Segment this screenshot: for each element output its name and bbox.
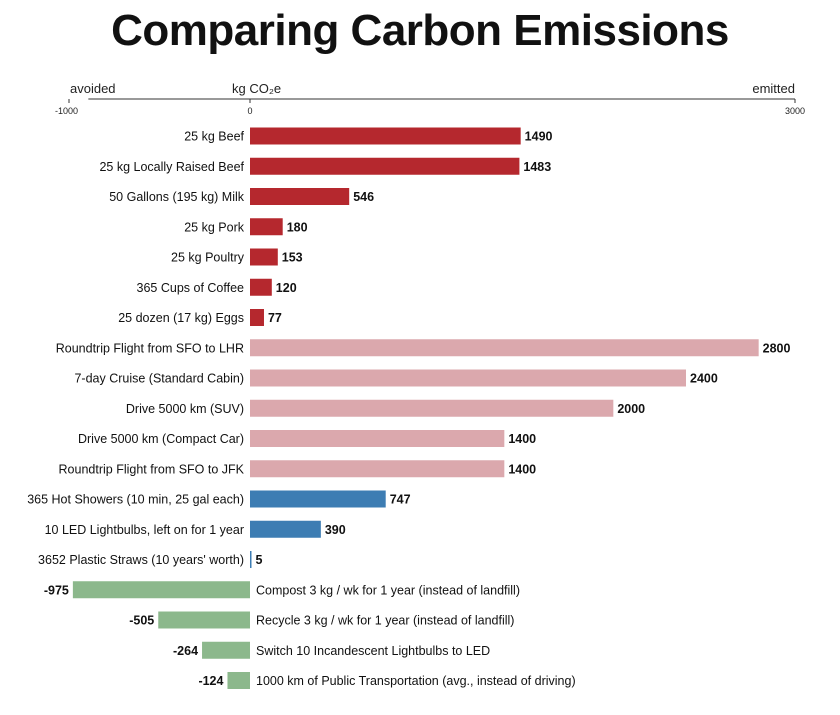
category-label: 7-day Cruise (Standard Cabin) [74, 372, 244, 386]
value-label: 2000 [617, 402, 645, 416]
category-label: Recycle 3 kg / wk for 1 year (instead of… [256, 614, 514, 628]
category-labels: 25 kg Beef 25 kg Locally Raised Beef 50 Ga… [27, 130, 575, 689]
bar [250, 460, 505, 478]
category-label: Roundtrip Flight from SFO to LHR [56, 341, 244, 355]
bar [250, 430, 505, 447]
value-label: 153 [282, 251, 303, 265]
value-label: 180 [287, 220, 308, 234]
value-label: 747 [390, 493, 411, 507]
chart-title: Comparing Carbon Emissions [111, 6, 729, 55]
category-label: Drive 5000 km (SUV) [126, 402, 244, 416]
bar [250, 248, 278, 266]
avoided-label: avoided [70, 81, 116, 96]
bar [158, 611, 250, 629]
category-label: 25 kg Locally Raised Beef [99, 160, 244, 174]
value-label: 77 [268, 311, 282, 325]
x-tick-label: -1000 [55, 106, 78, 116]
value-label: 1400 [508, 432, 536, 446]
value-label: 5 [256, 553, 263, 567]
bar [250, 399, 614, 417]
value-labels: 1490 1483 546 180 153 120 77 2800 2400 2000 1400 14… [44, 130, 791, 689]
value-label: 120 [276, 281, 297, 295]
value-label: 546 [353, 190, 374, 204]
bar [250, 551, 252, 568]
value-label: 1400 [508, 462, 536, 476]
x-axis: avoided kg CO₂e emitted [70, 81, 795, 100]
category-label: 1000 km of Public Transportation (avg., … [256, 674, 576, 688]
value-label: 2400 [690, 372, 718, 386]
emitted-label: emitted [752, 81, 795, 96]
bar [250, 490, 386, 508]
value-label: 1483 [523, 160, 551, 174]
bar [250, 188, 350, 205]
bar [72, 581, 250, 599]
bar [250, 309, 264, 326]
bar [250, 157, 520, 175]
value-label: -264 [173, 644, 198, 658]
category-label: 365 Hot Showers (10 min, 25 gal each) [27, 493, 244, 507]
category-label: Switch 10 Incandescent Lightbulbs to LED [256, 644, 490, 658]
category-label: 50 Gallons (195 kg) Milk [109, 190, 245, 204]
x-axis-ticks: -1000 0 3000 [55, 99, 805, 116]
category-label: 25 kg Beef [184, 130, 244, 144]
bar [250, 339, 759, 357]
category-label: 25 dozen (17 kg) Eggs [118, 311, 244, 325]
bar [250, 369, 686, 387]
category-label: Drive 5000 km (Compact Car) [78, 432, 244, 446]
category-label: Roundtrip Flight from SFO to JFK [59, 462, 245, 476]
bar [227, 672, 250, 689]
x-axis-unit-label: kg CO₂e [232, 81, 281, 96]
value-label: 2800 [763, 341, 791, 355]
bar [250, 218, 283, 236]
bars [72, 127, 759, 689]
category-label: 25 kg Poultry [171, 251, 245, 265]
value-label: -124 [198, 674, 223, 688]
value-label: -975 [44, 583, 69, 597]
x-tick-label: 3000 [785, 106, 805, 116]
bar [250, 278, 272, 296]
category-label: 3652 Plastic Straws (10 years' worth) [38, 553, 244, 567]
value-label: 390 [325, 523, 346, 537]
bar [250, 127, 521, 145]
value-label: 1490 [525, 130, 553, 144]
bar [250, 520, 321, 538]
category-label: 25 kg Pork [184, 220, 245, 234]
value-label: -505 [129, 614, 154, 628]
category-label: Compost 3 kg / wk for 1 year (instead of… [256, 583, 520, 597]
x-tick-label: 0 [247, 106, 252, 116]
category-label: 10 LED Lightbulbs, left on for 1 year [45, 523, 244, 537]
bar [202, 641, 250, 659]
category-label: 365 Cups of Coffee [137, 281, 245, 295]
